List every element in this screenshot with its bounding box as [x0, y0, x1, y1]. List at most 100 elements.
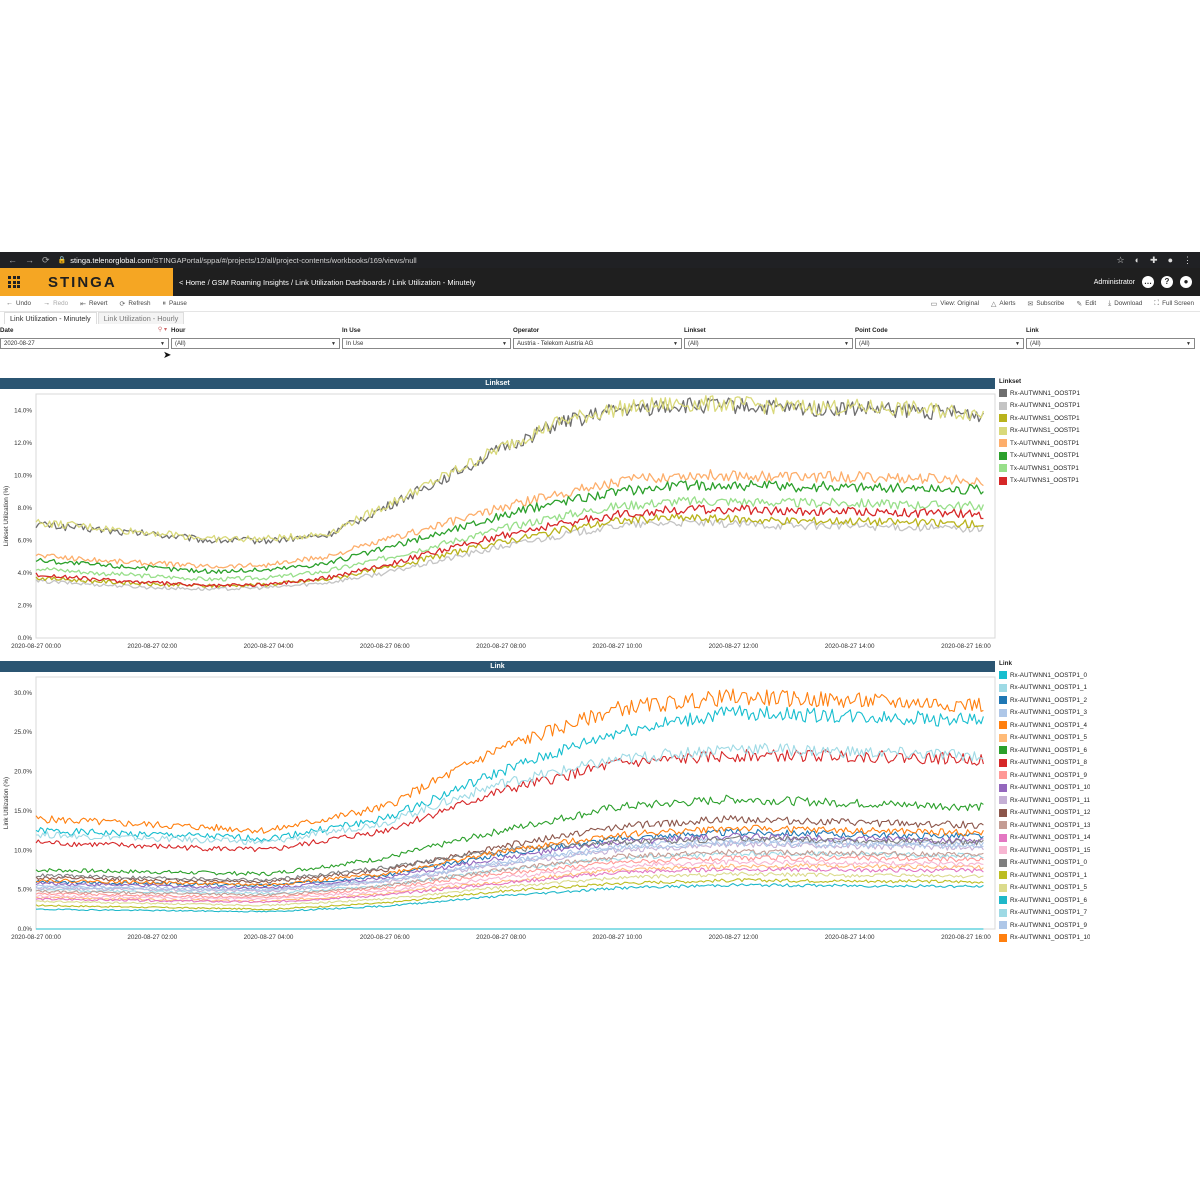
legend-item[interactable]: Rx-AUTWNS1_OOSTP1 [999, 412, 1080, 425]
filter-dropdown[interactable]: (All) ▼ [855, 338, 1024, 349]
legend-item[interactable]: Rx-AUTWNN1_OOSTP1_0 [999, 669, 1090, 682]
legend-item[interactable]: Rx-AUTWNN1_OOSTP1_12 [999, 807, 1090, 820]
legend-item[interactable]: Tx-AUTWNS1_OOSTP1 [999, 475, 1080, 488]
legend-item[interactable]: Rx-AUTWNN1_OOSTP1_6 [999, 744, 1090, 757]
legend-item[interactable]: Rx-AUTWNN1_OOSTP1_14 [999, 832, 1090, 845]
undo-button[interactable]: ← Undo [6, 300, 31, 307]
legend-item[interactable]: Rx-AUTWNN1_OOSTP1_5 [999, 882, 1090, 895]
redo-icon: → [43, 300, 51, 307]
filter-dropdown[interactable]: Austria - Telekom Austria AG ▼ [513, 338, 682, 349]
toolbar-button-label: Download [1114, 300, 1143, 307]
user-icon[interactable]: ● [1180, 276, 1192, 288]
legend-item[interactable]: Rx-AUTWNN1_OOSTP1 [999, 387, 1080, 400]
legend-item[interactable]: Rx-AUTWNN1_OOSTP1_3 [999, 707, 1090, 720]
tab-link-utilization-hourly[interactable]: Link Utilization - Hourly [97, 312, 185, 324]
legend-item[interactable]: Rx-AUTWNN1_OOSTP1_8 [999, 757, 1090, 770]
puzzle-icon[interactable]: ✚ [1150, 254, 1158, 265]
legend-item[interactable]: Rx-AUTWNN1_OOSTP1_7 [999, 907, 1090, 920]
edit-button[interactable]: ✎ Edit [1076, 300, 1096, 308]
y-tick-label: 30.0% [14, 690, 32, 697]
back-icon[interactable]: ← [8, 254, 17, 265]
series-line[interactable] [35, 835, 984, 882]
legend-item[interactable]: Rx-AUTWNN1_OOSTP1_10 [999, 782, 1090, 795]
pause-button[interactable]: ⏸ Pause [162, 300, 186, 308]
series-line[interactable] [35, 871, 984, 907]
star-icon[interactable]: ☆ [1116, 254, 1125, 265]
chat-icon[interactable]: … [1142, 276, 1154, 288]
breadcrumb-gsm-roaming-insights[interactable]: GSM Roaming Insights [211, 277, 289, 287]
series-line[interactable] [36, 840, 984, 892]
legend-label: Tx-AUTWNN1_OOSTP1 [1010, 439, 1080, 447]
filter-hour: Hour (All) ▼ [171, 327, 340, 349]
series-line[interactable] [35, 815, 984, 884]
series-line[interactable] [35, 878, 984, 911]
legend-item[interactable]: Rx-AUTWNN1_OOSTP1_6 [999, 894, 1090, 907]
legend-label: Rx-AUTWNN1_OOSTP1 [1010, 402, 1080, 410]
series-line[interactable] [35, 705, 984, 842]
series-line[interactable] [35, 742, 984, 846]
reload-icon[interactable]: ⟳ [42, 254, 50, 265]
legend-item[interactable]: Rx-AUTWNN1_OOSTP1 [999, 400, 1080, 413]
series-line[interactable] [35, 832, 984, 890]
legend-item[interactable]: Tx-AUTWNN1_OOSTP1 [999, 437, 1080, 450]
series-line[interactable] [35, 504, 984, 588]
series-line[interactable] [35, 469, 984, 569]
legend-swatch [999, 401, 1007, 410]
series-line[interactable] [35, 855, 984, 899]
filter-dropdown[interactable]: In Use ▼ [342, 338, 511, 349]
legend-swatch [999, 821, 1007, 830]
full-screen-button[interactable]: ⛶ Full Screen [1154, 300, 1194, 308]
help-icon[interactable]: ? [1161, 276, 1173, 288]
legend-item[interactable]: Tx-AUTWNN1_OOSTP1 [999, 450, 1080, 463]
legend-item[interactable]: Rx-AUTWNN1_OOSTP1_11 [999, 794, 1090, 807]
kebab-menu-icon[interactable]: ⋮ [1183, 254, 1192, 265]
series-line[interactable] [35, 824, 984, 887]
refresh-button[interactable]: ⟳ Refresh [120, 300, 151, 308]
series-line[interactable] [35, 848, 984, 897]
series-line[interactable] [35, 794, 984, 877]
y-tick-label: 15.0% [14, 808, 32, 815]
filter-dropdown[interactable]: 2020-08-27 ▼ [0, 338, 169, 349]
toolbar-button-label: Pause [168, 300, 187, 307]
subscribe-button[interactable]: ✉ Subscribe [1027, 300, 1064, 308]
filter-funnel-icon[interactable]: ⚲ ▾ [157, 327, 167, 333]
revert-button[interactable]: ⇤ Revert [80, 300, 107, 308]
legend-item[interactable]: Rx-AUTWNN1_OOSTP1_4 [999, 719, 1090, 732]
legend-item[interactable]: Rx-AUTWNN1_OOSTP1_9 [999, 919, 1090, 932]
legend-item[interactable]: Rx-AUTWNN1_OOSTP1_5 [999, 732, 1090, 745]
legend-item[interactable]: Rx-AUTWNN1_OOSTP1_1 [999, 869, 1090, 882]
series-line[interactable] [35, 749, 984, 853]
legend-item[interactable]: Rx-AUTWNN1_OOSTP1_13 [999, 819, 1090, 832]
legend-item[interactable]: Rx-AUTWNN1_OOSTP1_2 [999, 694, 1090, 707]
series-line[interactable] [35, 496, 985, 582]
legend-item[interactable]: Tx-AUTWNS1_OOSTP1 [999, 462, 1080, 475]
alerts-button[interactable]: △ Alerts [991, 300, 1016, 308]
legend-item[interactable]: Rx-AUTWNN1_OOSTP1_1 [999, 682, 1090, 695]
download-button[interactable]: ⤓ Download [1108, 300, 1142, 308]
extension-icon[interactable]: ◐ [1134, 254, 1141, 265]
profile-icon[interactable]: ● [1167, 254, 1173, 265]
filter-dropdown[interactable]: (All) ▼ [1026, 338, 1195, 349]
series-line[interactable] [35, 882, 984, 913]
redo-button[interactable]: → Redo [43, 300, 68, 307]
series-line[interactable] [35, 859, 984, 901]
legend-item[interactable]: Rx-AUTWNN1_OOSTP1_0 [999, 857, 1090, 870]
series-line[interactable] [35, 479, 984, 574]
breadcrumb-home[interactable]: Home [185, 277, 206, 287]
tab-link-utilization-minutely[interactable]: Link Utilization - Minutely [4, 312, 97, 324]
breadcrumb-link-utilization-dashboards[interactable]: Link Utilization Dashboards [295, 277, 387, 287]
legend-item[interactable]: Rx-AUTWNN1_OOSTP1_10 [999, 932, 1090, 945]
legend-item[interactable]: Rx-AUTWNN1_OOSTP1_15 [999, 844, 1090, 857]
filter-dropdown[interactable]: (All) ▼ [684, 338, 853, 349]
series-line[interactable] [35, 518, 984, 592]
legend-item[interactable]: Rx-AUTWNS1_OOSTP1 [999, 425, 1080, 438]
address-bar[interactable]: 🔒 stinga.telenorglobal.com /STINGAPortal… [58, 256, 1117, 265]
view-original-button[interactable]: ▭ View: Original [931, 300, 979, 308]
series-line[interactable] [35, 395, 985, 543]
legend-item[interactable]: Rx-AUTWNN1_OOSTP1_9 [999, 769, 1090, 782]
series-line[interactable] [35, 688, 984, 834]
forward-icon[interactable]: → [25, 254, 34, 265]
app-grid-icon[interactable] [8, 276, 20, 288]
filter-dropdown[interactable]: (All) ▼ [171, 338, 340, 349]
series-line[interactable] [35, 866, 984, 904]
